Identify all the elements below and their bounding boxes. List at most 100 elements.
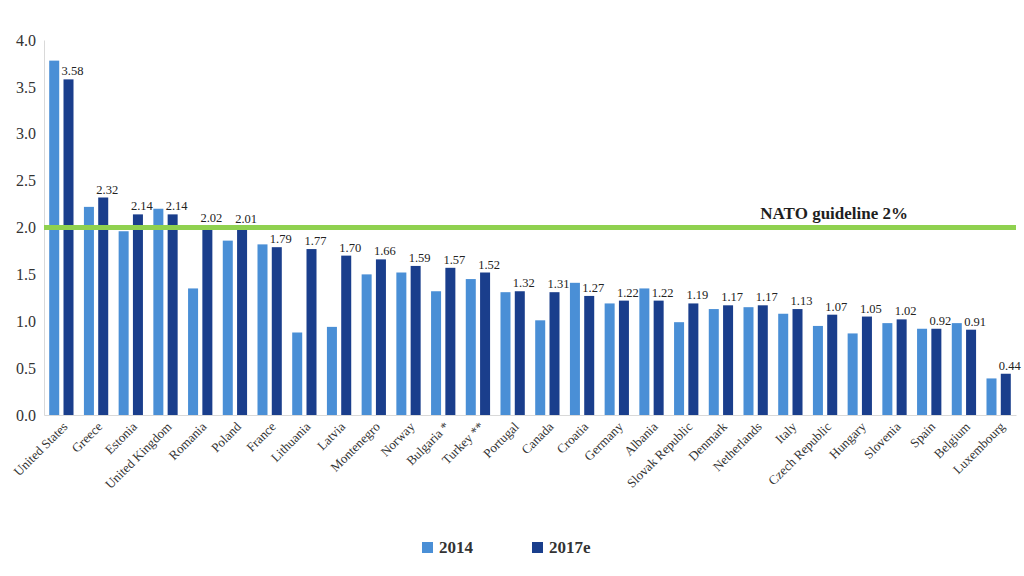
data-label: 1.05 [860, 302, 882, 316]
data-label: 2.14 [166, 199, 189, 213]
y-tick: 1.0 [16, 313, 44, 330]
bar [778, 314, 788, 415]
bar [98, 198, 108, 416]
bar [272, 247, 282, 415]
data-label: 1.02 [895, 304, 917, 318]
x-tick: Italy [772, 415, 800, 446]
bar [480, 273, 490, 416]
x-tick: Turkey ** [439, 415, 487, 467]
x-tick-label: Poland [208, 419, 244, 455]
legend-swatch [422, 542, 433, 553]
bar [723, 305, 733, 415]
x-tick: Poland [208, 415, 244, 455]
bar [376, 259, 386, 415]
x-tick: United Kingdom [102, 415, 175, 492]
bar [84, 207, 94, 415]
data-labels: 3.582.322.142.142.022.011.791.771.701.66… [62, 64, 1022, 372]
bar [917, 329, 927, 415]
x-tick: Canada [518, 415, 556, 457]
bar [445, 268, 455, 415]
bar [1001, 374, 1011, 415]
data-label: 1.32 [513, 276, 535, 290]
bar [862, 317, 872, 415]
bar [202, 226, 212, 415]
y-tick-label: 2.0 [16, 219, 36, 236]
x-tick-label: Canada [518, 419, 556, 457]
y-tick-label: 4.0 [16, 32, 36, 49]
bar [341, 256, 351, 415]
x-tick: Spain [907, 415, 939, 451]
y-tick-label: 1.0 [16, 313, 36, 330]
data-label: 1.77 [305, 234, 327, 248]
bar [952, 323, 962, 415]
data-label: 1.57 [443, 253, 465, 267]
bar [411, 266, 421, 415]
bar [153, 209, 163, 415]
x-tick: Germany [581, 415, 626, 464]
data-label: 1.31 [548, 277, 570, 291]
x-tick-label: Slovenia [861, 419, 904, 462]
data-label: 1.70 [339, 241, 361, 255]
y-tick-label: 0.0 [16, 407, 36, 424]
bar [535, 320, 545, 415]
plot: 0.00.51.01.52.02.53.03.54.0United States… [11, 32, 1022, 492]
bar [654, 301, 664, 415]
data-label: 2.32 [96, 183, 118, 197]
x-tick-label: Montenegro [327, 419, 383, 475]
data-label: 1.22 [617, 286, 639, 300]
reference-line [44, 225, 1016, 230]
y-tick: 0.0 [16, 407, 44, 424]
bar [307, 249, 317, 415]
legend-swatch [532, 542, 543, 553]
data-label: 1.79 [270, 232, 292, 246]
bar [257, 244, 267, 415]
bar [639, 288, 649, 415]
bars [49, 61, 1011, 415]
bar [119, 231, 129, 415]
x-tick: Czech Republic [765, 415, 834, 488]
x-tick-label: Luxembourg [950, 419, 1008, 477]
data-label: 2.14 [131, 199, 154, 213]
legend-label: 2014 [439, 538, 474, 557]
data-label: 1.19 [686, 288, 708, 302]
series [64, 79, 1011, 415]
bar [848, 333, 858, 415]
x-tick-label: Spain [907, 419, 939, 451]
bar [133, 214, 143, 415]
x-axis-line [45, 415, 1017, 416]
y-tick: 3.0 [16, 125, 44, 142]
bar [223, 241, 233, 415]
bar [466, 279, 476, 415]
x-tick-label: Czech Republic [765, 419, 834, 488]
x-tick: Montenegro [327, 415, 383, 475]
bar [431, 291, 441, 415]
y-tick: 4.0 [16, 32, 44, 49]
bar [931, 329, 941, 415]
y-tick-label: 3.5 [16, 78, 36, 95]
bar [188, 288, 198, 415]
y-tick: 3.5 [16, 78, 44, 95]
y-tick-label: 3.0 [16, 125, 36, 142]
bar [743, 307, 753, 415]
bar [362, 274, 372, 415]
data-label: 1.22 [652, 286, 674, 300]
annotation-label: NATO guideline 2% [760, 204, 908, 223]
legend: 20142017e [422, 538, 591, 557]
x-tick-label: Turkey ** [439, 419, 487, 467]
x-tick: Netherlands [710, 415, 765, 474]
data-label: 1.17 [721, 290, 743, 304]
x-tick: Slovenia [861, 415, 904, 462]
bar [64, 79, 74, 415]
x-tick: United States [11, 415, 71, 479]
x-tick-label: Netherlands [710, 419, 765, 474]
data-label: 1.13 [791, 294, 813, 308]
bar [292, 333, 302, 416]
x-tick-label: Portugal [480, 419, 522, 461]
chart: 0.00.51.01.52.02.53.03.54.0United States… [0, 0, 1024, 576]
x-tick: Luxembourg [950, 415, 1008, 477]
data-label: 1.66 [374, 244, 396, 258]
series [49, 61, 996, 415]
x-tick: Romania [166, 415, 210, 463]
x-tick-label: Greece [69, 419, 106, 456]
bar [584, 296, 594, 415]
